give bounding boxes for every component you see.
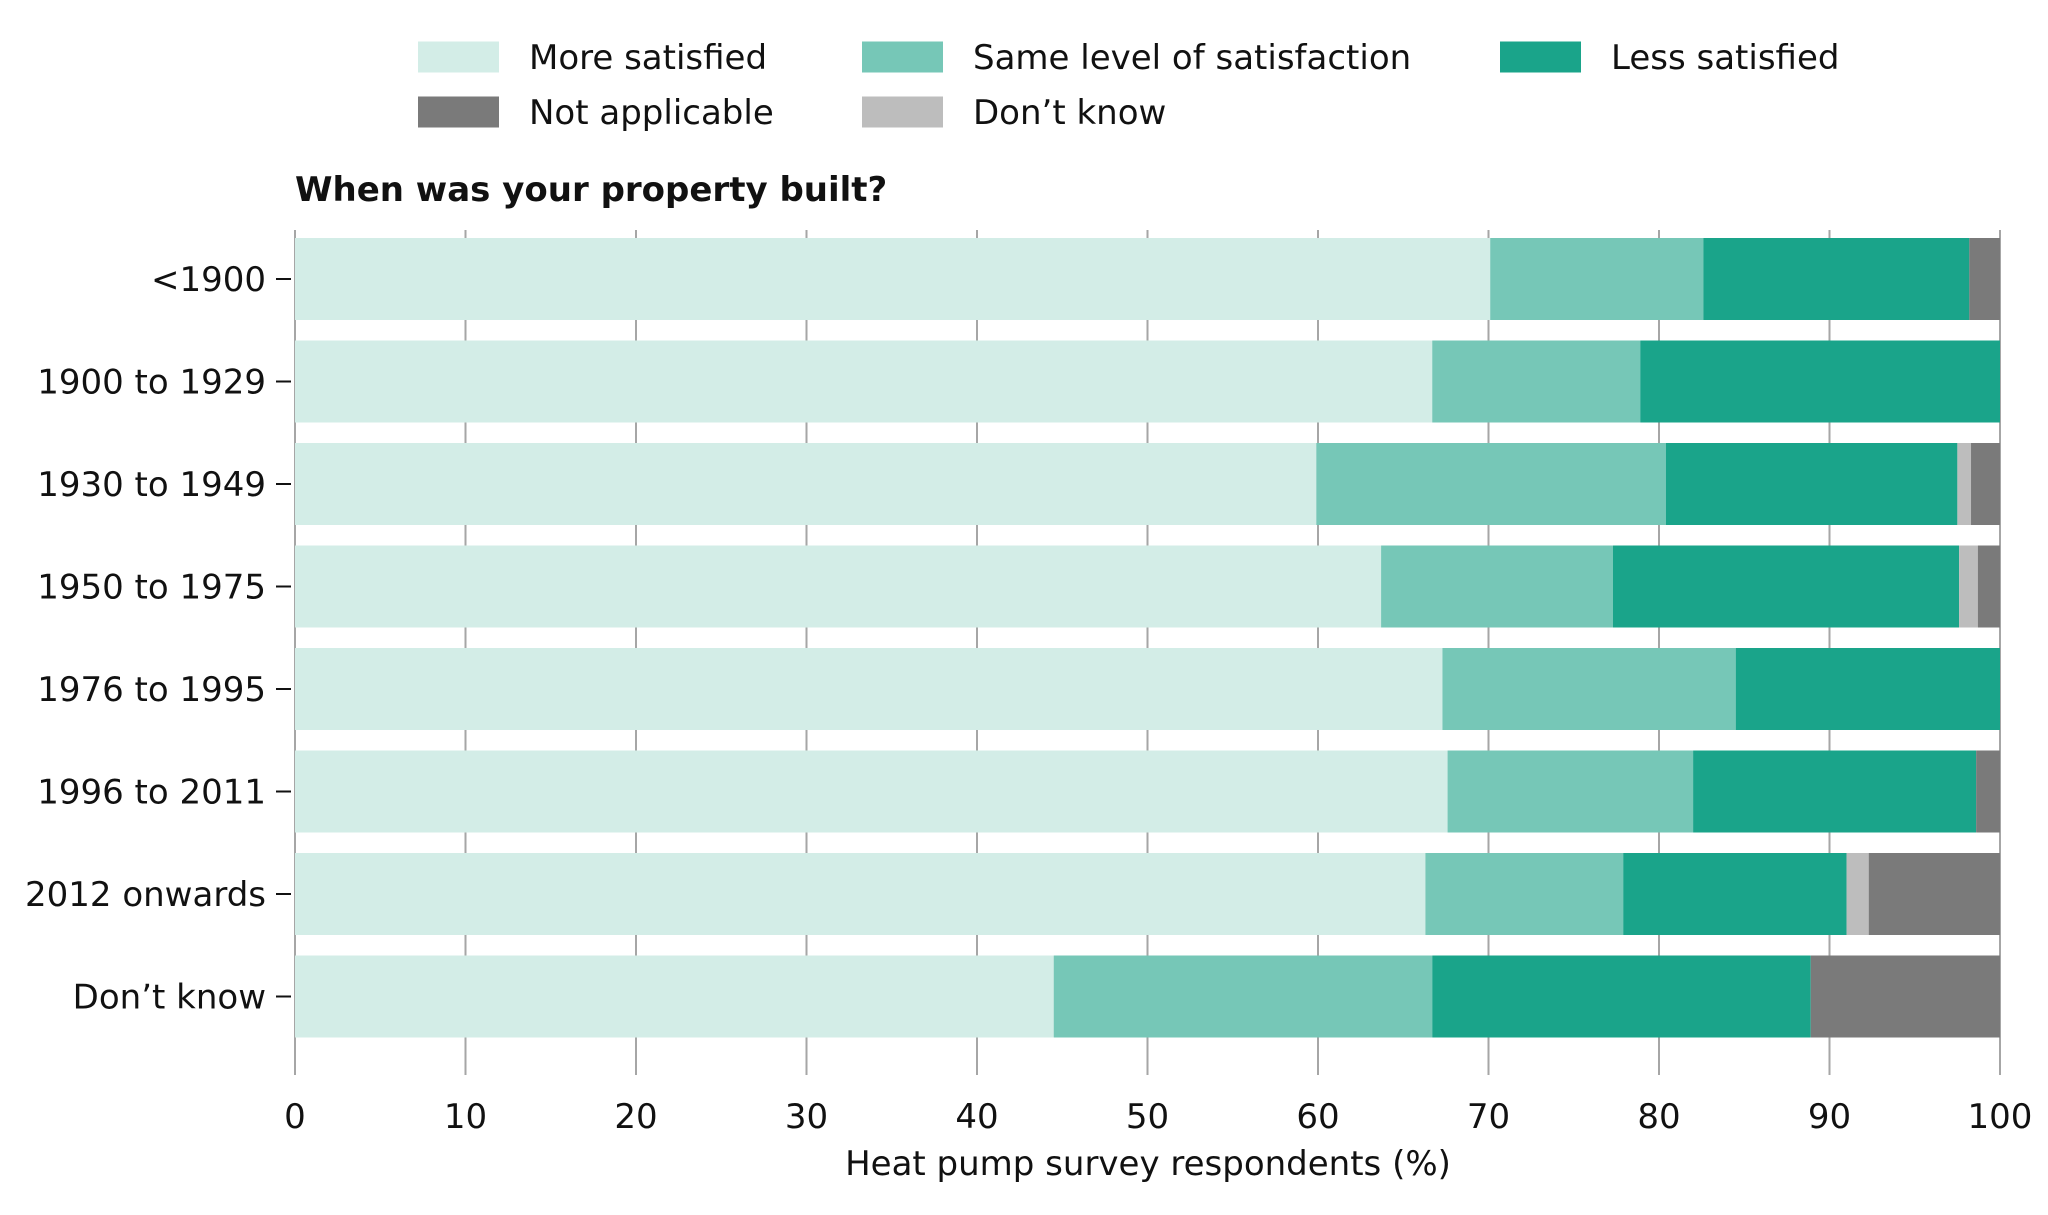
bar-segment xyxy=(1381,545,1613,628)
category-label: <1900 xyxy=(151,260,266,300)
bar-segment xyxy=(1432,340,1641,423)
legend-swatch xyxy=(862,96,943,128)
legend-item: Not applicable xyxy=(418,93,774,133)
bar-row xyxy=(295,545,2000,628)
category-label: 2012 onwards xyxy=(25,875,266,915)
bar-segment xyxy=(295,853,1426,935)
bar-segment xyxy=(1976,750,2000,833)
legend-label: Don’t know xyxy=(973,93,1166,133)
bar-segment xyxy=(1846,853,1869,935)
bar-segment xyxy=(1693,750,1977,833)
x-tick-label: 30 xyxy=(785,1097,828,1137)
x-tick-label: 0 xyxy=(284,1097,306,1137)
legend-label: Less satisfied xyxy=(1611,38,1839,78)
legend-swatch xyxy=(418,41,499,73)
x-axis-ticks: 0 10 20 30 40 50 60 70 80 90 100 xyxy=(284,1097,2032,1137)
bar-segment xyxy=(1735,648,2000,730)
bar-segment xyxy=(295,648,1443,730)
bar-segment xyxy=(1442,648,1736,730)
category-label: 1930 to 1949 xyxy=(37,465,266,505)
bar-segment xyxy=(295,545,1382,628)
category-label: Don’t know xyxy=(73,978,266,1018)
bar-segment xyxy=(1957,443,1972,525)
bar-segment xyxy=(1971,443,2000,525)
bar-segment xyxy=(1959,545,1978,628)
bar-segment xyxy=(295,750,1448,833)
bar-row xyxy=(295,955,2000,1038)
bar-segment xyxy=(295,955,1054,1038)
legend: More satisfied Same level of satisfaction… xyxy=(418,38,1839,133)
bar-row xyxy=(295,750,2000,833)
bar-segment xyxy=(1623,853,1847,935)
category-label: 1900 to 1929 xyxy=(37,363,266,403)
category-label: 1950 to 1975 xyxy=(37,568,266,608)
bar-segment xyxy=(1977,545,2000,628)
category-label: 1976 to 1995 xyxy=(37,670,266,710)
legend-label: Same level of satisfaction xyxy=(973,38,1411,78)
category-labels: <1900 1900 to 1929 1930 to 1949 1950 to 197… xyxy=(25,260,291,1018)
bar-row xyxy=(295,853,2000,935)
legend-label: Not applicable xyxy=(529,93,774,133)
bar-segment xyxy=(1432,955,1811,1038)
legend-swatch xyxy=(862,41,943,73)
category-label: 1996 to 2011 xyxy=(37,773,266,813)
bar-segment xyxy=(1053,955,1433,1038)
x-tick-label: 10 xyxy=(444,1097,487,1137)
bar-segment xyxy=(1316,443,1666,525)
legend-swatch xyxy=(1500,41,1581,73)
bar-segment xyxy=(295,238,1491,320)
x-tick-label: 20 xyxy=(614,1097,657,1137)
bar-segment xyxy=(1969,238,2000,320)
x-tick-label: 100 xyxy=(1968,1097,2033,1137)
chart-subtitle: When was your property built? xyxy=(295,170,887,210)
bar-segment xyxy=(1425,853,1624,935)
bar-segment xyxy=(1703,238,1970,320)
bar-segment xyxy=(1810,955,2000,1038)
bar-segment xyxy=(295,340,1433,423)
x-tick-label: 70 xyxy=(1467,1097,1510,1137)
bar-segment xyxy=(295,443,1317,525)
bar-row xyxy=(295,648,2000,730)
legend-swatch xyxy=(418,96,499,128)
bar-row xyxy=(295,340,2000,423)
legend-item: More satisfied xyxy=(418,38,767,78)
bar-segment xyxy=(1447,750,1694,833)
bar-segment xyxy=(1868,853,2000,935)
bar-segment xyxy=(1665,443,1958,525)
bar-row xyxy=(295,443,2000,525)
bars xyxy=(295,238,2000,1038)
bar-segment xyxy=(1490,238,1704,320)
x-axis-title: Heat pump survey respondents (%) xyxy=(845,1144,1451,1184)
legend-label: More satisfied xyxy=(529,38,767,78)
x-tick-label: 80 xyxy=(1637,1097,1680,1137)
bar-segment xyxy=(1612,545,1960,628)
bar-segment xyxy=(1640,340,2000,423)
legend-item: Same level of satisfaction xyxy=(862,38,1411,78)
x-tick-label: 50 xyxy=(1126,1097,1169,1137)
x-tick-label: 90 xyxy=(1808,1097,1851,1137)
x-tick-label: 60 xyxy=(1296,1097,1339,1137)
bar-row xyxy=(295,238,2000,320)
legend-item: Don’t know xyxy=(862,93,1166,133)
legend-item: Less satisfied xyxy=(1500,38,1839,78)
x-tick-label: 40 xyxy=(955,1097,998,1137)
